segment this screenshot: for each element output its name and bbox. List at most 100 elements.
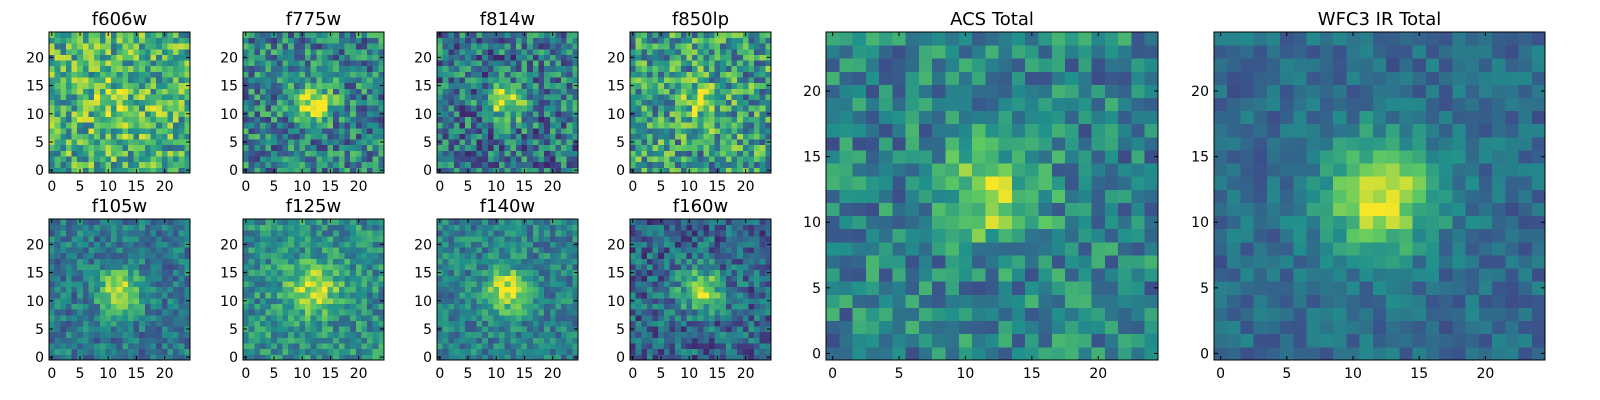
heatmap-cell [641,337,648,344]
heatmap-cell [754,99,761,106]
heatmap-cell [680,303,687,310]
heatmap-cell [71,343,78,350]
heatmap-cell [367,105,374,112]
heatmap-cell [470,167,477,174]
heatmap-cell [355,286,362,293]
heatmap-cell [173,348,180,355]
heatmap-cell [465,161,472,168]
heatmap-cell [184,37,191,44]
heatmap-cell [173,156,180,163]
heatmap-cell [680,286,687,293]
heatmap-cell [572,60,579,67]
heatmap-cell [646,354,653,361]
heatmap-cell [538,60,545,67]
heatmap-cell [448,65,455,72]
heatmap-cell [254,88,261,95]
heatmap-cell [288,331,295,338]
heatmap-cell [144,337,151,344]
heatmap-cell [94,264,101,271]
heatmap-cell [549,247,556,254]
heatmap-cell [288,167,295,174]
heatmap-cell [321,292,328,299]
heatmap-cell [703,122,710,129]
heatmap-cell [544,82,551,89]
heatmap-cell [459,269,466,276]
heatmap-cell [482,252,489,259]
heatmap-cell [116,127,123,134]
heatmap-cell [714,275,721,282]
heatmap-cell [139,88,146,95]
heatmap-cell [669,275,676,282]
heatmap-cell [259,127,266,134]
heatmap-cell [288,37,295,44]
heatmap-cell [150,144,157,151]
heatmap-cell [448,297,455,304]
heatmap-cell [482,105,489,112]
heatmap-cell [184,48,191,55]
heatmap-cell [482,354,489,361]
heatmap-cell [156,99,163,106]
heatmap-cell [504,77,511,84]
heatmap-cell [504,241,511,248]
heatmap-cell [680,71,687,78]
heatmap-cell [720,286,727,293]
heatmap-cell [378,150,385,157]
heatmap-cell [167,127,174,134]
heatmap-cell [133,331,140,338]
heatmap-cell [708,60,715,67]
heatmap-cell [178,264,185,271]
heatmap-cell [299,133,306,140]
heatmap-cell [276,105,283,112]
heatmap-cell [641,286,648,293]
heatmap-cell [367,65,374,72]
heatmap-cell [54,105,61,112]
heatmap-cell [515,292,522,299]
heatmap-cell [133,94,140,101]
heatmap-cell [254,133,261,140]
heatmap-cell [355,105,362,112]
heatmap-cell [748,82,755,89]
heatmap-cell [243,258,250,265]
heatmap-cell [714,88,721,95]
heatmap-cell [630,60,637,67]
heatmap-cell [367,320,374,327]
heatmap-cell [54,303,61,310]
heatmap-cell [77,320,84,327]
heatmap-cell [133,303,140,310]
heatmap-cell [680,161,687,168]
heatmap-cell [476,77,483,84]
heatmap-cell [504,258,511,265]
heatmap-cell [652,309,659,316]
heatmap-cell [139,54,146,61]
heatmap-cell [350,343,357,350]
heatmap-cell [99,139,106,146]
heatmap-cell [510,77,517,84]
heatmap-cell [538,247,545,254]
heatmap-cell [293,230,300,237]
heatmap-cell [99,88,106,95]
heatmap-cell [305,139,312,146]
heatmap-cell [680,105,687,112]
heatmap-cell [708,54,715,61]
heatmap-cell [71,65,78,72]
heatmap-cell [305,343,312,350]
heatmap-cell [333,247,340,254]
heatmap-cell [321,303,328,310]
heatmap-cell [487,110,494,117]
heatmap-cell [122,286,129,293]
heatmap-cell [139,139,146,146]
heatmap-cell [697,292,704,299]
heatmap-cell [372,235,379,242]
heatmap-cell [133,139,140,146]
heatmap-cell [178,320,185,327]
heatmap-cell [725,161,732,168]
heatmap-cell [703,105,710,112]
heatmap-cell [544,167,551,174]
heatmap-cell [737,37,744,44]
heatmap-cell [504,54,511,61]
heatmap-cell [127,161,134,168]
heatmap-cell [448,303,455,310]
y-tick-label: 20 [607,50,625,66]
heatmap-cell [276,94,283,101]
heatmap-cell [127,48,134,55]
